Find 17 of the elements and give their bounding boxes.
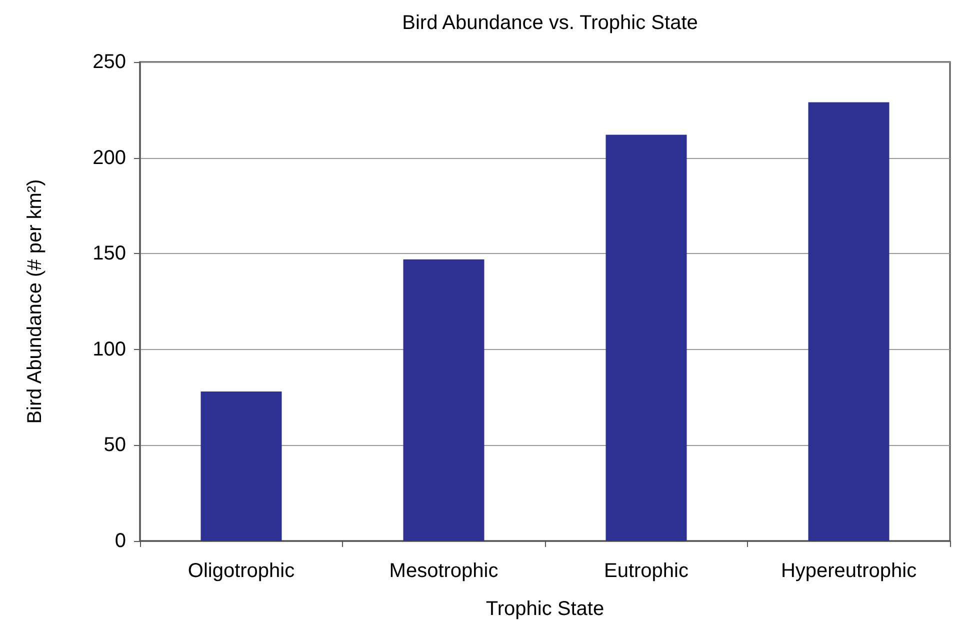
- bar: [200, 392, 282, 541]
- bar: [606, 134, 687, 541]
- chart-title: Bird Abundance vs. Trophic State: [402, 12, 698, 34]
- y-axis-title: Bird Abundance (# per km²): [24, 179, 46, 424]
- x-tick-label: Oligotrophic: [188, 560, 295, 582]
- y-tick-label: 100: [92, 338, 126, 360]
- y-tick-label: 250: [92, 51, 126, 73]
- x-tick-label: Eutrophic: [604, 560, 688, 582]
- bar: [808, 102, 890, 541]
- bar: [403, 259, 484, 541]
- y-tick-label: 0: [114, 530, 126, 552]
- x-axis-title: Trophic State: [486, 598, 604, 620]
- y-tick-label: 50: [104, 434, 126, 456]
- y-tick-label: 150: [92, 242, 126, 265]
- x-tick-label: Mesotrophic: [389, 560, 498, 582]
- x-tick-label: Hypereutrophic: [780, 560, 917, 582]
- y-tick-label: 200: [92, 146, 126, 169]
